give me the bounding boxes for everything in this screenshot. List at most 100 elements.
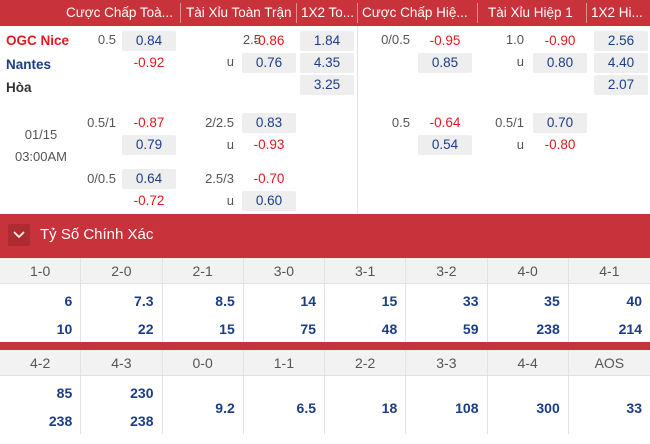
score-cell[interactable]: 1-0 6 10 (0, 258, 82, 342)
score-label: 2-0 (111, 263, 132, 279)
score-odds-away[interactable]: 48 (381, 321, 398, 337)
odds-cell[interactable]: 0.80 (533, 53, 587, 73)
odds-cell[interactable]: 3.25 (300, 75, 354, 95)
home-team-name[interactable]: OGC Nice (6, 33, 70, 48)
score-cell[interactable]: 3-0 14 75 (244, 258, 325, 342)
odds-cell[interactable]: 0.54 (418, 135, 472, 155)
odds-cell[interactable]: -0.92 (133, 55, 165, 70)
col-header-ou-full[interactable]: Tài Xỉu Toàn Trận (186, 5, 292, 20)
score-odds-home[interactable]: 40 (626, 293, 642, 309)
odds-header: Cược Chấp Toà... Tài Xỉu Toàn Trận 1X2 T… (0, 0, 650, 26)
odds-cell[interactable]: 2.56 (594, 31, 648, 51)
score-odds-away[interactable]: 238 (48, 413, 73, 429)
score-label: 4-4 (517, 355, 538, 371)
hdp-line: 0/0.5 (381, 32, 410, 47)
chevron-down-icon[interactable] (8, 224, 30, 246)
draw-label: Hòa (6, 80, 32, 95)
col-header-ou-half[interactable]: Tài Xỉu Hiệp 1 (488, 5, 573, 20)
odds-cell[interactable]: 0.64 (122, 169, 176, 189)
score-odds-home[interactable]: 6 (64, 293, 73, 309)
odds-cell[interactable]: -0.80 (544, 137, 576, 152)
score-odds-home[interactable]: 35 (544, 293, 560, 309)
score-odds[interactable]: 300 (536, 400, 560, 416)
score-label: 3-0 (273, 263, 294, 279)
match-time: 03:00AM (14, 149, 68, 164)
score-cell[interactable]: 0-0 9.2 (163, 350, 244, 434)
odds-cell[interactable]: 0.83 (242, 113, 296, 133)
col-header-1x2-full[interactable]: 1X2 To... (301, 5, 355, 20)
score-cell[interactable]: 2-2 18 (325, 350, 407, 434)
under-label: u (516, 54, 524, 69)
odds-cell[interactable]: 4.35 (300, 53, 354, 73)
score-odds-away[interactable]: 10 (56, 321, 73, 337)
score-odds-home[interactable]: 230 (130, 385, 154, 401)
score-odds-home[interactable]: 14 (300, 293, 316, 309)
score-cell[interactable]: 4-2 85 238 (0, 350, 82, 434)
away-team-name[interactable]: Nantes (6, 57, 52, 72)
under-label: u (226, 193, 234, 208)
score-cell[interactable]: 1-1 6.5 (244, 350, 325, 434)
score-odds-away[interactable]: 75 (300, 321, 316, 337)
odds-cell[interactable]: 0.60 (242, 191, 296, 211)
score-label: 3-3 (436, 355, 457, 371)
score-odds-home[interactable]: 7.3 (134, 293, 154, 309)
score-odds[interactable]: 33 (626, 400, 642, 416)
score-cell[interactable]: 3-2 33 59 (406, 258, 488, 342)
score-cell[interactable]: 4-0 35 238 (488, 258, 569, 342)
score-label: 3-1 (355, 263, 376, 279)
score-label: 4-1 (599, 263, 620, 279)
odds-cell[interactable]: -0.87 (133, 115, 165, 130)
score-label: 2-1 (192, 263, 213, 279)
ou-line: 1.0 (505, 32, 524, 47)
hdp-line: 0.5/1 (87, 115, 116, 130)
under-label: u (226, 54, 234, 69)
odds-cell[interactable]: 1.84 (300, 31, 354, 51)
match-date: 01/15 (24, 127, 58, 142)
odds-cell[interactable]: 0.79 (122, 135, 176, 155)
score-cell[interactable]: 4-3 230 238 (81, 350, 163, 434)
odds-cell[interactable]: -0.90 (544, 33, 576, 48)
score-cell[interactable]: 3-3 108 (406, 350, 488, 434)
odds-cell[interactable]: 2.07 (594, 75, 648, 95)
score-cell[interactable]: 2-1 8.5 15 (163, 258, 244, 342)
score-odds-home[interactable]: 85 (56, 385, 73, 401)
odds-cell[interactable]: -0.95 (429, 33, 461, 48)
odds-cell[interactable]: 0.76 (242, 53, 296, 73)
score-label: 0-0 (192, 355, 213, 371)
col-header-hdp-full[interactable]: Cược Chấp Toà... (66, 5, 173, 20)
score-odds[interactable]: 6.5 (296, 400, 316, 416)
odds-cell[interactable]: 0.84 (122, 31, 176, 51)
score-odds[interactable]: 18 (381, 400, 398, 416)
odds-cell[interactable]: 4.40 (594, 53, 648, 73)
hdp-line: 0.5 (97, 32, 116, 47)
score-odds-away[interactable]: 238 (536, 321, 560, 337)
odds-cell[interactable]: 0.70 (533, 113, 587, 133)
score-odds-away[interactable]: 214 (618, 321, 642, 337)
score-cell[interactable]: 4-4 300 (488, 350, 569, 434)
score-odds-away[interactable]: 22 (137, 321, 154, 337)
odds-cell[interactable]: -0.64 (429, 115, 461, 130)
score-label: 1-0 (30, 263, 51, 279)
score-odds-home[interactable]: 15 (381, 293, 398, 309)
score-odds[interactable]: 9.2 (215, 400, 235, 416)
col-header-1x2-half[interactable]: 1X2 Hi... (591, 5, 643, 20)
score-odds-away[interactable]: 238 (130, 413, 154, 429)
score-odds-home[interactable]: 8.5 (215, 293, 235, 309)
score-odds-away[interactable]: 15 (219, 321, 235, 337)
score-odds-away[interactable]: 59 (462, 321, 479, 337)
odds-cell[interactable]: -0.72 (133, 193, 165, 208)
under-label: u (226, 137, 234, 152)
score-cell[interactable]: AOS 33 (569, 350, 650, 434)
score-cell[interactable]: 2-0 7.3 22 (81, 258, 163, 342)
score-odds-home[interactable]: 33 (462, 293, 479, 309)
odds-cell[interactable]: -0.86 (253, 33, 285, 48)
score-grid-divider (0, 342, 650, 350)
exact-score-header[interactable]: Tỷ Số Chính Xác (0, 214, 650, 258)
col-header-hdp-half[interactable]: Cược Chấp Hiệ... (362, 5, 468, 20)
score-odds[interactable]: 108 (455, 400, 479, 416)
score-cell[interactable]: 3-1 15 48 (325, 258, 407, 342)
odds-cell[interactable]: -0.93 (253, 137, 285, 152)
odds-cell[interactable]: -0.70 (253, 171, 285, 186)
odds-cell[interactable]: 0.85 (418, 53, 472, 73)
score-cell[interactable]: 4-1 40 214 (569, 258, 650, 342)
